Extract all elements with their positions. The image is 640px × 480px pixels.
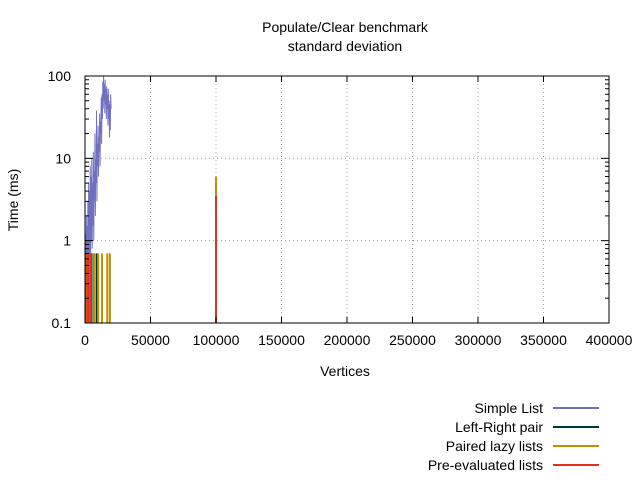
ticks: 0 50000 100000 150000 200000 250000 300000 3500… xyxy=(48,68,633,348)
y-tick-label: 1 xyxy=(63,233,71,249)
x-tick-label: 250000 xyxy=(389,332,436,348)
series-simple-list xyxy=(84,75,112,324)
series-layer xyxy=(84,75,217,324)
legend-label-pre-evaluated-lists: Pre-evaluated lists xyxy=(428,457,543,473)
legend-label-paired-lazy-lists: Paired lazy lists xyxy=(446,438,543,454)
x-tick-label: 150000 xyxy=(258,332,305,348)
y-tick-label: 10 xyxy=(55,150,71,166)
y-tick-label: 0.1 xyxy=(52,315,72,331)
plot-frame xyxy=(84,75,610,324)
chart-subtitle: standard deviation xyxy=(288,38,402,54)
series-pre-evaluated-lists xyxy=(84,195,217,323)
x-tick-label: 50000 xyxy=(131,332,170,348)
y-axis-label: Time (ms) xyxy=(5,169,21,231)
legend-label-simple-list: Simple List xyxy=(475,400,544,416)
x-tick-label: 300000 xyxy=(455,332,502,348)
x-axis-label: Vertices xyxy=(320,363,370,379)
chart-title: Populate/Clear benchmark xyxy=(262,19,429,35)
x-tick-label: 200000 xyxy=(324,332,371,348)
x-tick-label: 400000 xyxy=(586,332,633,348)
x-tick-label: 100000 xyxy=(193,332,240,348)
x-tick-label: 350000 xyxy=(520,332,567,348)
legend: Simple List Left-Right pair Paired lazy li… xyxy=(428,400,599,473)
x-tick-label: 0 xyxy=(81,332,89,348)
y-tick-label: 100 xyxy=(48,68,72,84)
legend-label-left-right-pair: Left-Right pair xyxy=(455,419,543,435)
series-line-simple-list xyxy=(84,75,112,324)
series-paired-lazy-lists xyxy=(85,176,217,323)
grid xyxy=(84,75,610,324)
